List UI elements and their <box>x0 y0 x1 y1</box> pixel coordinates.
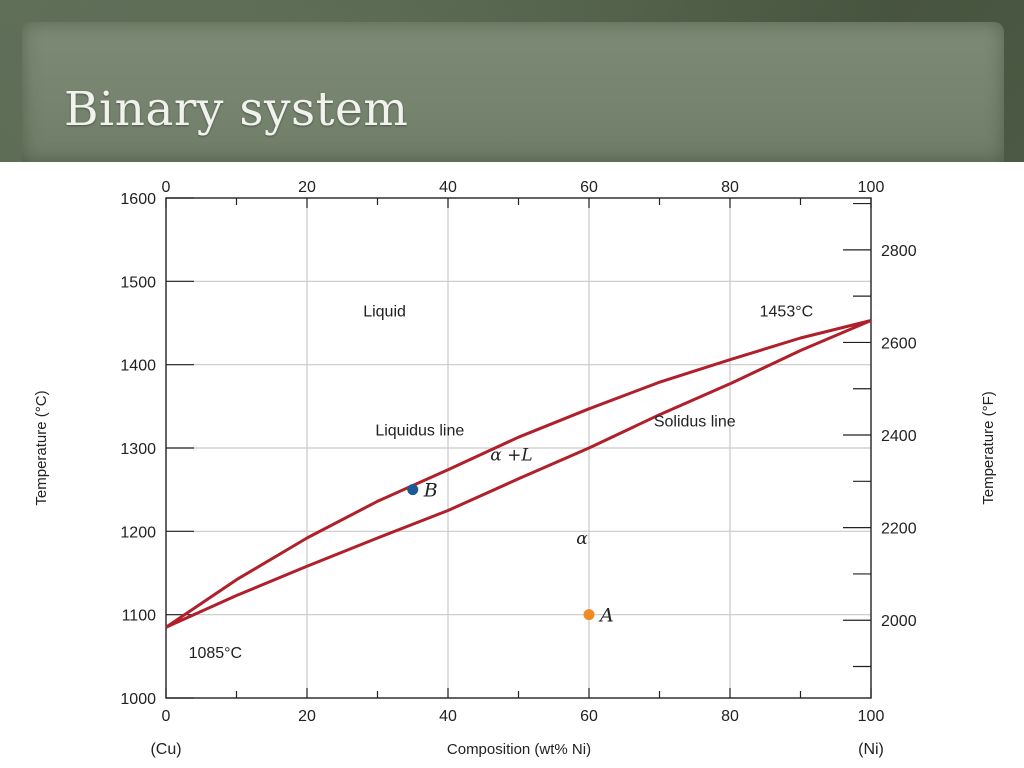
y-tick-label-right: 2400 <box>881 428 917 445</box>
x-tick-label-top: 20 <box>298 179 316 196</box>
annotation-label: α <box>576 529 588 549</box>
annotation-label: 1453°C <box>760 304 814 321</box>
y-tick-label-right: 2800 <box>881 243 917 260</box>
annotation-label: Liquidus line <box>375 423 464 440</box>
slide-title: Binary system <box>64 82 409 137</box>
annotation-label: 1085°C <box>189 645 243 662</box>
point-a <box>583 609 595 621</box>
annotation-label: Solidus line <box>654 414 736 431</box>
y-axis-right-title: Temperature (°F) <box>980 391 997 505</box>
series-lines <box>165 319 872 629</box>
y-tick-label-left: 1300 <box>120 441 156 458</box>
point-label-a: A <box>598 605 614 627</box>
series-liquidus-line <box>165 319 872 629</box>
x-tick-label-bottom: 40 <box>439 708 457 725</box>
annotation-label: Liquid <box>363 304 406 321</box>
title-banner <box>22 22 1004 162</box>
x-tick-label-top: 80 <box>721 179 739 196</box>
x-tick-label-top: 60 <box>580 179 598 196</box>
axes: 0 0 20 20 40 40 60 60 80 80 100 100 1000 1100 1200 1300… <box>120 179 916 725</box>
x-tick-label-bottom: 80 <box>721 708 739 725</box>
y-tick-label-right: 2600 <box>881 335 917 352</box>
x-tick-label-bottom: 0 <box>162 708 171 725</box>
data-points: BA <box>407 480 614 627</box>
x-tick-label-bottom: 20 <box>298 708 316 725</box>
y-axis-left-title: Temperature (°C) <box>33 390 50 505</box>
x-tick-label-top: 40 <box>439 179 457 196</box>
phase-diagram-chart: 0 0 20 20 40 40 60 60 80 80 100 100 1000 1100 1200 1300… <box>33 179 997 758</box>
y-tick-label-left: 1400 <box>120 358 156 375</box>
y-tick-label-right: 2200 <box>881 521 917 538</box>
y-tick-label-left: 1000 <box>120 691 156 708</box>
annotation-label: α +L <box>490 446 532 466</box>
y-tick-label-left: 1100 <box>122 608 157 625</box>
y-tick-label-left: 1200 <box>120 524 156 541</box>
grid-lines <box>166 198 871 698</box>
y-tick-label-left: 1600 <box>120 191 156 208</box>
annotations: Liquid 1453°C Liquidus line Solidus line α +… <box>189 304 814 663</box>
x-tick-label-top: 100 <box>858 179 885 196</box>
x-tick-label-bottom: 60 <box>580 708 598 725</box>
y-tick-label-right: 2000 <box>881 613 917 630</box>
x-tick-label-top: 0 <box>162 179 171 196</box>
y-tick-label-left: 1500 <box>120 274 156 291</box>
point-b <box>407 484 419 496</box>
x-axis-title: Composition (wt% Ni) <box>447 741 591 758</box>
x-axis-right-end-label: (Ni) <box>858 741 884 758</box>
x-axis-left-end-label: (Cu) <box>150 741 181 758</box>
series-solidus-line <box>165 319 872 629</box>
x-tick-label-bottom: 100 <box>858 708 885 725</box>
point-label-b: B <box>423 480 438 502</box>
